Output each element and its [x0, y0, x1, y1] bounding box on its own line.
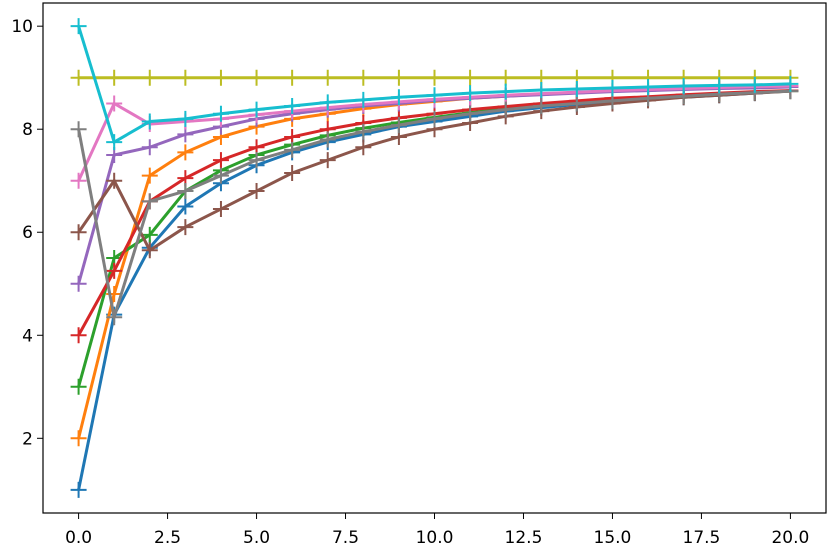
marker [355, 91, 372, 108]
marker [426, 69, 443, 86]
marker [284, 165, 301, 181]
marker [70, 378, 87, 395]
x-tick-label: 0.0 [65, 528, 92, 547]
marker [319, 152, 336, 169]
marker [533, 98, 550, 115]
x-tick-label: 15.0 [594, 528, 632, 547]
marker [212, 69, 229, 86]
marker [248, 101, 265, 118]
y-tick-label: 8 [22, 120, 33, 140]
marker [284, 141, 301, 158]
marker [70, 481, 87, 498]
x-tick-label: 2.5 [154, 528, 181, 547]
marker [70, 430, 87, 447]
marker [711, 77, 728, 94]
marker [212, 201, 229, 218]
marker [248, 69, 265, 86]
marker [675, 77, 692, 94]
y-tick-label: 10 [11, 17, 33, 37]
marker [177, 110, 194, 127]
x-tick-label: 20.0 [771, 528, 809, 547]
y-tick-label: 4 [22, 326, 33, 346]
marker [497, 83, 514, 100]
marker [248, 152, 265, 169]
marker [141, 113, 158, 130]
marker [284, 98, 301, 115]
marker [355, 69, 372, 86]
marker [319, 94, 336, 111]
marker [70, 121, 87, 138]
marker [355, 139, 372, 156]
x-tick-label: 10.0 [416, 528, 454, 547]
marker [70, 224, 87, 241]
marker [462, 85, 479, 102]
marker [70, 172, 87, 189]
marker [141, 242, 158, 259]
marker [426, 87, 443, 104]
marker [106, 69, 123, 86]
marker [106, 134, 123, 151]
marker [390, 69, 407, 86]
marker [141, 139, 158, 156]
marker [746, 76, 763, 93]
x-tick-label: 5.0 [243, 528, 270, 547]
marker [177, 69, 194, 86]
marker [177, 144, 194, 161]
marker [70, 275, 87, 292]
marker [640, 78, 657, 95]
marker [106, 95, 123, 112]
marker [426, 110, 443, 127]
marker [497, 101, 514, 118]
marker [604, 80, 621, 96]
marker [212, 152, 229, 169]
marker [462, 105, 479, 122]
x-tick-label: 17.5 [683, 528, 721, 547]
marker [70, 327, 87, 344]
marker [497, 69, 514, 86]
marker [141, 226, 158, 243]
marker [106, 309, 123, 326]
marker [462, 69, 479, 86]
marker [70, 69, 87, 86]
marker [70, 18, 87, 35]
marker [390, 89, 407, 106]
marker [106, 262, 123, 279]
marker [390, 117, 407, 134]
marker [568, 95, 585, 112]
x-tick-label: 12.5 [505, 528, 543, 547]
marker [782, 75, 799, 92]
marker [212, 167, 229, 184]
y-tick-label: 6 [22, 223, 33, 243]
marker [533, 82, 550, 99]
marker [284, 69, 301, 86]
marker [177, 198, 194, 215]
marker [177, 183, 194, 200]
marker [319, 69, 336, 86]
marker [141, 193, 158, 210]
y-tick-label: 2 [22, 429, 33, 449]
marker [141, 167, 158, 184]
marker [141, 69, 158, 86]
marker [319, 131, 336, 148]
marker [212, 105, 229, 122]
x-tick-label: 7.5 [332, 528, 359, 547]
marker [177, 219, 194, 236]
marker [248, 183, 265, 200]
marker [355, 123, 372, 140]
marker [106, 172, 123, 189]
marker [568, 81, 585, 98]
